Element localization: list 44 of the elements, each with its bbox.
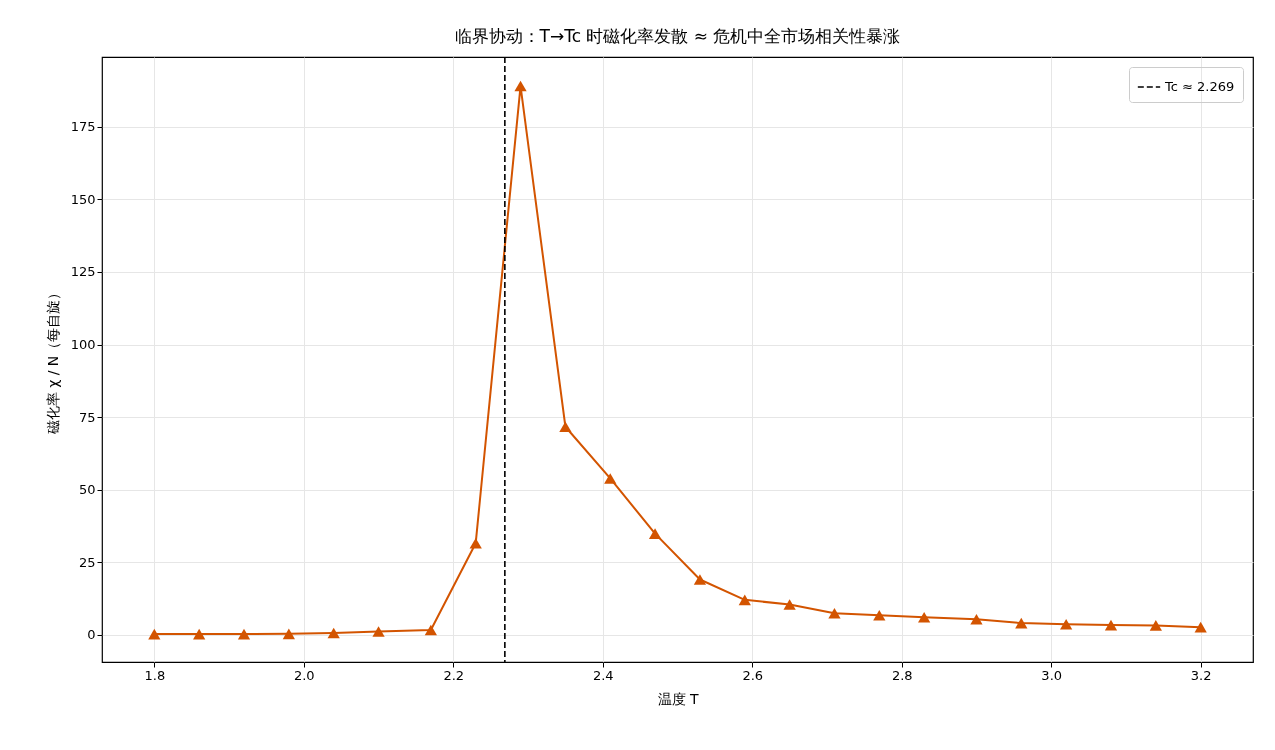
- y-tick-label: 75: [78, 409, 96, 425]
- point: [1194, 621, 1207, 633]
- x-tick-label: 2.0: [293, 667, 315, 683]
- point: [559, 421, 572, 433]
- point: [1015, 617, 1028, 629]
- point: [873, 609, 886, 621]
- x-tick-label: 2.6: [742, 667, 764, 683]
- point: [372, 626, 385, 637]
- y-tick-label: 175: [70, 119, 96, 135]
- x-tick-label: 1.8: [144, 667, 166, 683]
- point: [918, 611, 931, 623]
- point: [828, 607, 841, 619]
- point: [738, 594, 751, 606]
- x-axis-title: 温度 T: [657, 690, 699, 707]
- point: [514, 80, 527, 92]
- y-tick-label: 25: [78, 554, 96, 570]
- point: [783, 599, 796, 610]
- point: [424, 624, 437, 636]
- point: [327, 627, 340, 639]
- y-axis-title: 磁化率 χ / N（每自旋）: [44, 285, 61, 436]
- point: [148, 628, 161, 640]
- point: [970, 614, 983, 625]
- x-tick-label: 2.2: [443, 667, 465, 683]
- y-tick-label: 100: [70, 337, 96, 353]
- y-tick-label: 0: [87, 627, 96, 643]
- ref-line-label: Tc ≈ 2.269: [1164, 79, 1235, 94]
- point: [282, 628, 295, 640]
- x-tick-label: 2.8: [891, 667, 913, 683]
- y-tick-label: 125: [70, 264, 96, 280]
- point: [604, 473, 617, 484]
- point: [469, 537, 482, 549]
- point: [693, 574, 707, 585]
- point: [1149, 620, 1162, 631]
- point: [648, 528, 662, 539]
- y-tick-label: 50: [78, 482, 96, 498]
- point: [1104, 619, 1118, 631]
- x-tick-label: 3.2: [1190, 667, 1212, 683]
- y-tick-label: 150: [70, 191, 96, 207]
- point: [1060, 618, 1073, 630]
- point: [237, 628, 251, 640]
- x-tick-label: 3.0: [1041, 667, 1063, 683]
- chart-title: 临界协动：T→Tc 时磁化率发散 ≈ 危机中全市场相关性暴涨: [454, 26, 901, 47]
- x-tick-label: 2.4: [592, 667, 614, 683]
- point: [193, 628, 206, 640]
